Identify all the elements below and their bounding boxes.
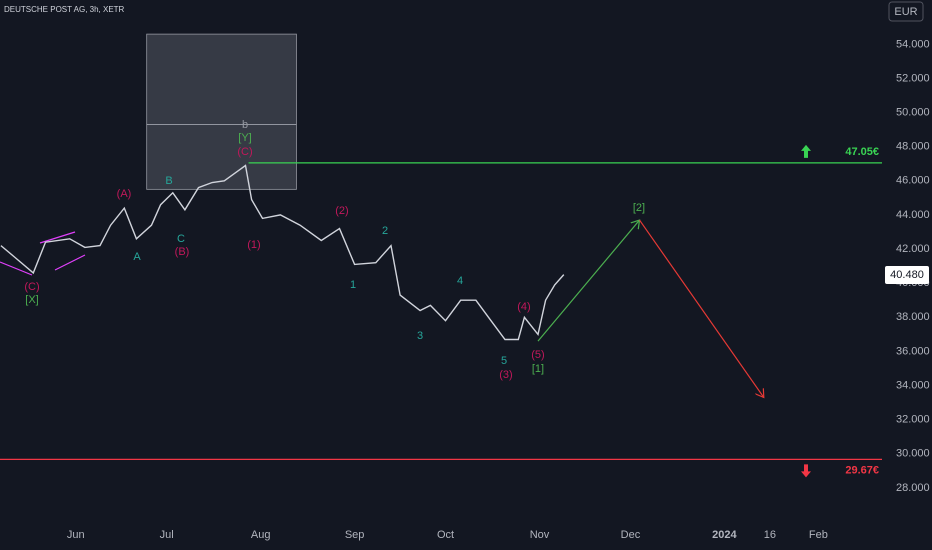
price-tag-label: 40.480	[890, 269, 924, 281]
projection-arrow	[639, 219, 764, 397]
wave-label: 5	[501, 355, 507, 367]
x-tick-label: Feb	[809, 529, 828, 541]
wave-label: (4)	[517, 301, 530, 313]
wave-label: [Y]	[238, 132, 251, 144]
pattern-line	[39, 231, 76, 244]
y-tick-label: 50.000	[896, 106, 930, 118]
y-tick-label: 32.000	[896, 414, 930, 426]
chart-title: DEUTSCHE POST AG, 3h, XETR	[4, 5, 125, 14]
x-tick-label: 16	[764, 529, 776, 541]
price-line	[0, 164, 565, 341]
wave-label: (2)	[335, 205, 348, 217]
y-tick-label: 42.000	[896, 243, 930, 255]
y-tick-label: 34.000	[896, 379, 930, 391]
x-tick-label: Dec	[621, 529, 641, 541]
x-tick-label: Aug	[251, 529, 271, 541]
wave-label: (5)	[531, 349, 544, 361]
y-tick-label: 30.000	[896, 448, 930, 460]
y-tick-label: 36.000	[896, 345, 930, 357]
wave-label: A	[133, 251, 141, 263]
wave-label: [1]	[532, 363, 544, 375]
zone-box	[146, 33, 297, 190]
wave-label: 3	[417, 330, 423, 342]
x-tick-label: Jul	[160, 529, 174, 541]
y-tick-label: 38.000	[896, 311, 930, 323]
price-tag	[885, 265, 929, 284]
x-tick-label: Oct	[437, 529, 454, 541]
x-tick-label: 2024	[712, 529, 737, 541]
currency-box[interactable]	[888, 1, 924, 22]
wave-label: C	[177, 233, 185, 245]
wave-label: (C)	[24, 281, 39, 293]
y-tick-label: 44.000	[896, 209, 930, 221]
pattern-line	[0, 261, 33, 276]
wave-label: (A)	[117, 188, 132, 200]
projection-arrow	[537, 220, 640, 342]
y-tick-label: 48.000	[896, 141, 930, 153]
pattern-line	[54, 254, 86, 271]
pattern-lines	[0, 231, 86, 276]
wave-label: B	[165, 175, 172, 187]
wave-label: (B)	[175, 246, 190, 258]
wave-label: 2	[382, 225, 388, 237]
y-tick-label: 54.000	[896, 38, 930, 50]
wave-label: 4	[457, 275, 463, 287]
level-arrow	[801, 144, 811, 158]
wave-label: [2]	[633, 202, 645, 214]
wave-label: (1)	[247, 239, 260, 251]
x-tick-label: Nov	[530, 529, 550, 541]
y-tick-label: 28.000	[896, 482, 930, 494]
wave-label: b	[242, 119, 248, 131]
x-tick-label: Jun	[67, 529, 85, 541]
y-tick-label: 52.000	[896, 72, 930, 84]
level-label: 47.05€	[845, 146, 879, 158]
level-label: 29.67€	[845, 464, 879, 476]
x-tick-label: Sep	[345, 529, 365, 541]
wave-label: 1	[350, 279, 356, 291]
wave-label: (3)	[499, 369, 512, 381]
level-arrow	[801, 464, 811, 478]
wave-label: (C)	[237, 146, 252, 158]
y-tick-label: 46.000	[896, 175, 930, 187]
currency[interactable]: EUR	[894, 6, 917, 18]
wave-label: [X]	[25, 294, 38, 306]
